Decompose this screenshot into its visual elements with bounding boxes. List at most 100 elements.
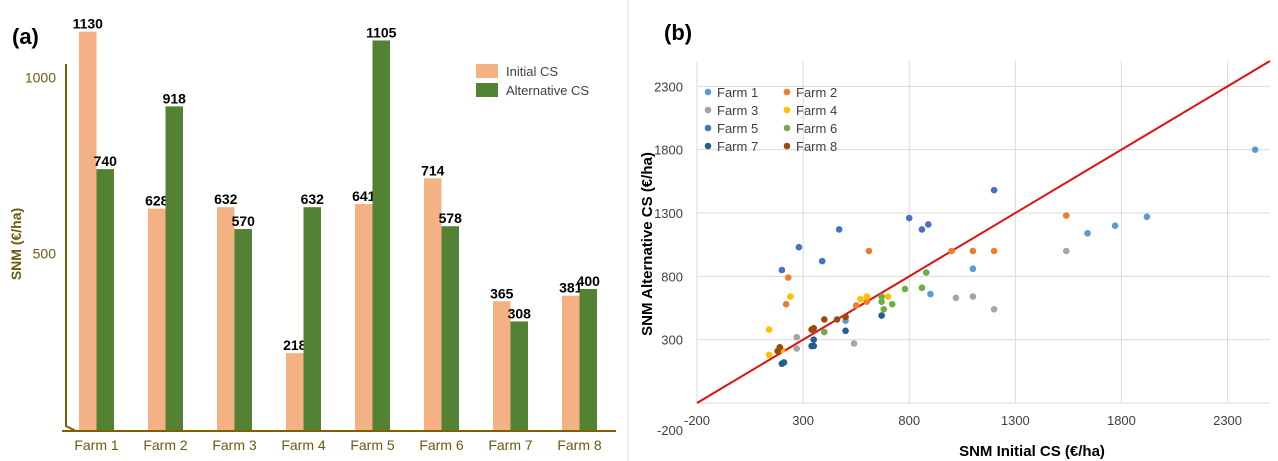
scatter-point bbox=[842, 327, 849, 335]
scatter-point bbox=[901, 285, 909, 293]
x-tick-label: 1800 bbox=[1107, 413, 1136, 428]
scatter-point bbox=[793, 333, 801, 341]
scatter-point bbox=[884, 293, 892, 300]
legend-marker bbox=[704, 124, 712, 132]
scatter-point bbox=[1111, 222, 1119, 229]
x-tick-label: Farm 2 bbox=[143, 437, 188, 453]
scatter-point bbox=[863, 293, 871, 300]
scatter-point bbox=[782, 300, 790, 308]
scatter-point bbox=[922, 269, 930, 276]
bar bbox=[79, 31, 97, 431]
y-tick-label: 1000 bbox=[25, 69, 56, 85]
bar bbox=[286, 353, 304, 430]
data-label: 740 bbox=[94, 153, 118, 169]
x-tick-label: Farm 7 bbox=[488, 437, 533, 453]
panel-b-label: (b) bbox=[664, 20, 692, 45]
scatter-point bbox=[969, 265, 977, 273]
legend-marker bbox=[783, 124, 791, 132]
bar bbox=[510, 321, 528, 430]
scatter-point bbox=[810, 324, 818, 332]
scatter-point bbox=[821, 328, 828, 336]
scatter-point bbox=[787, 293, 794, 300]
data-label: 628 bbox=[145, 193, 169, 209]
scatter-point bbox=[905, 214, 913, 222]
legend-marker bbox=[704, 142, 712, 150]
data-label: 381 bbox=[559, 280, 583, 296]
legend-swatch bbox=[476, 64, 498, 78]
legend-marker bbox=[783, 88, 791, 96]
y-tick-label: -200 bbox=[657, 423, 683, 438]
y-tick-label: 500 bbox=[33, 246, 57, 262]
scatter-point bbox=[857, 295, 864, 303]
bar bbox=[424, 178, 442, 430]
x-tick-label: Farm 1 bbox=[74, 437, 119, 453]
legend-label: Farm 3 bbox=[717, 103, 758, 118]
scatter-point bbox=[925, 221, 932, 228]
y-tick-label: 800 bbox=[661, 269, 683, 284]
legend-label: Farm 5 bbox=[717, 121, 758, 136]
x-tick-label: 2300 bbox=[1213, 413, 1242, 428]
bar bbox=[441, 226, 459, 430]
identity-line bbox=[696, 60, 1271, 404]
data-label: 632 bbox=[301, 191, 325, 207]
legend-label: Farm 8 bbox=[796, 139, 837, 154]
legend-label: Alternative CS bbox=[506, 83, 589, 98]
axes-a: Farm 1 Farm 2 Farm 3 Farm 4 Farm 5 Farm 6 Farm… bbox=[25, 64, 616, 453]
scatter-point bbox=[778, 360, 786, 368]
scatter-point bbox=[863, 298, 871, 305]
x-axis-title: SNM Initial CS (€/ha) bbox=[959, 443, 1105, 460]
scatter-point bbox=[990, 186, 998, 194]
scatter-point bbox=[810, 336, 818, 343]
scatter-point bbox=[835, 226, 843, 233]
scatter-point bbox=[969, 293, 977, 300]
legend-label: Farm 6 bbox=[796, 121, 837, 136]
x-tick-label: Farm 6 bbox=[419, 437, 464, 453]
scatter-point bbox=[793, 345, 801, 352]
scatter-point bbox=[765, 351, 773, 359]
scatter-point bbox=[880, 305, 888, 313]
x-tick-label: 800 bbox=[898, 413, 920, 428]
bar-group: 1130 740 628 918 632 570 218 632 641 1105 714 578 36… bbox=[73, 16, 600, 431]
scatter-point bbox=[927, 290, 934, 298]
data-label: 308 bbox=[508, 305, 532, 321]
y-axis-title: SNM Alternative CS (€/ha) bbox=[639, 152, 656, 336]
scatter-point bbox=[918, 284, 926, 292]
scatter-point bbox=[865, 247, 873, 255]
x-tick-label: Farm 4 bbox=[281, 437, 326, 453]
x-tick-label: -200 bbox=[684, 413, 710, 428]
scatter-point bbox=[850, 340, 858, 347]
legend-marker bbox=[704, 88, 712, 96]
bar bbox=[217, 207, 235, 430]
scatter-point bbox=[833, 316, 841, 323]
bar bbox=[234, 229, 252, 430]
x-tick-label: Farm 3 bbox=[212, 437, 257, 453]
y-axis-title: SNM (€/ha) bbox=[8, 208, 24, 280]
x-tick-label: 1300 bbox=[1001, 413, 1030, 428]
legend-label: Initial CS bbox=[506, 64, 558, 79]
y-axis-line bbox=[65, 64, 77, 432]
scatter-point bbox=[778, 266, 786, 274]
data-label: 365 bbox=[490, 285, 514, 301]
y-tick-label: 2300 bbox=[654, 79, 683, 94]
scatter-point bbox=[878, 298, 885, 305]
bar bbox=[303, 207, 321, 430]
legend-marker bbox=[783, 142, 791, 150]
bar bbox=[165, 106, 183, 431]
y-tick-label: 1300 bbox=[654, 206, 683, 221]
bar bbox=[148, 208, 166, 430]
reference-line bbox=[696, 60, 1271, 404]
scatter-points bbox=[765, 146, 1259, 368]
scatter-point bbox=[1062, 247, 1070, 255]
scatter-point bbox=[990, 305, 998, 313]
gridlines-b: -200 300 800 1300 1800 2300 -200 300 800 1300 1800… bbox=[627, 0, 1270, 461]
legend-b: Farm 1 Farm 2 Farm 3 Farm 4 Farm 5 Farm 6 Farm… bbox=[704, 85, 837, 154]
bar bbox=[96, 169, 114, 430]
scatter-point bbox=[969, 247, 977, 255]
scatter-point bbox=[952, 294, 960, 302]
legend-label: Farm 2 bbox=[796, 85, 837, 100]
data-label: 641 bbox=[352, 188, 376, 204]
x-tick-label: 300 bbox=[792, 413, 814, 428]
bar bbox=[579, 288, 597, 430]
bar bbox=[562, 295, 580, 430]
